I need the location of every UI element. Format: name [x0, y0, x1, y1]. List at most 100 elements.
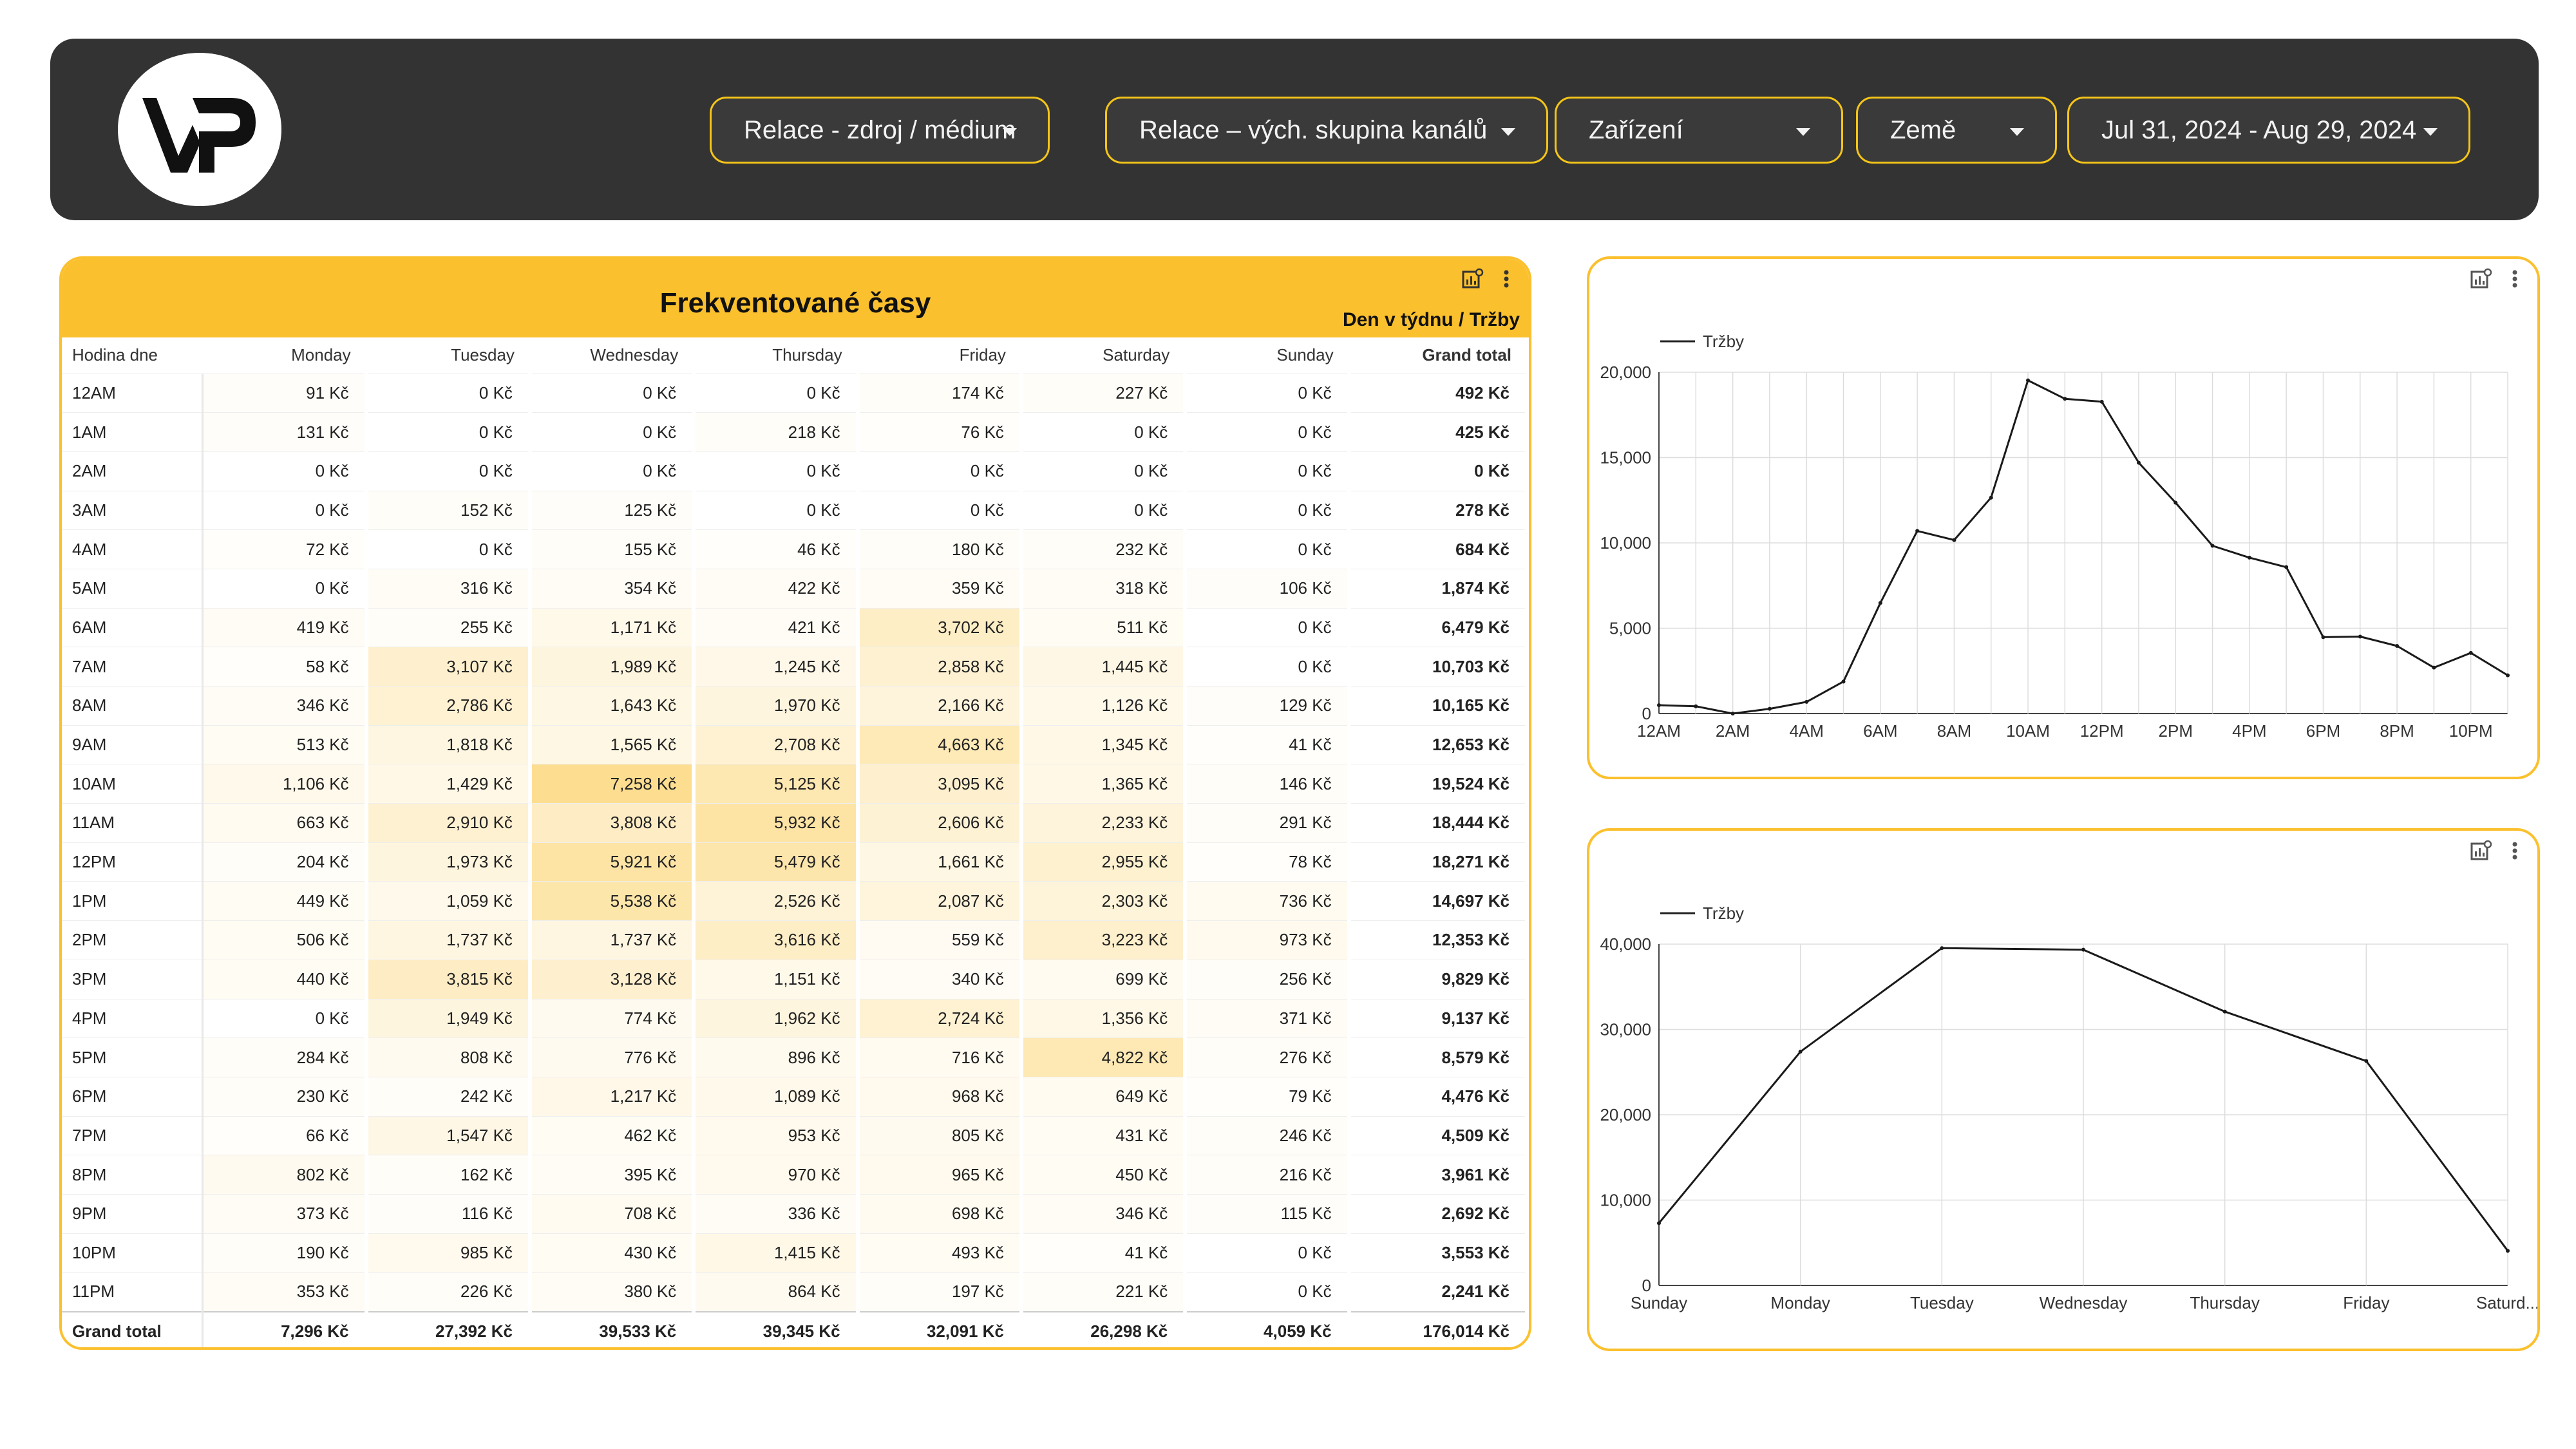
- data-point[interactable]: [2063, 397, 2067, 401]
- data-point[interactable]: [2247, 555, 2251, 560]
- column-header[interactable]: Thursday: [694, 337, 858, 374]
- column-header[interactable]: Monday: [202, 337, 366, 374]
- revenue-by-hour-chart: Tržby 0 5,000 10,000 15,000 20,000 12AM 2AM 4AM 6…: [1600, 332, 2510, 741]
- value-cell: 1,949 Kč: [366, 999, 532, 1039]
- data-point[interactable]: [2099, 399, 2104, 404]
- value-cell: 242 Kč: [366, 1077, 532, 1117]
- data-point[interactable]: [2026, 378, 2031, 383]
- column-header[interactable]: Sunday: [1185, 337, 1349, 374]
- y-tick-label: 0: [1642, 704, 1651, 723]
- chevron-down-icon: [1501, 128, 1515, 136]
- chevron-down-icon: [2010, 128, 2024, 136]
- value-cell: 1,970 Kč: [694, 686, 860, 726]
- hour-cell: 2AM: [62, 451, 204, 491]
- data-point[interactable]: [1841, 679, 1846, 684]
- hour-cell: 6AM: [62, 608, 204, 648]
- filter-country[interactable]: Země: [1856, 97, 2057, 164]
- data-point[interactable]: [1798, 1050, 1803, 1054]
- value-cell: 649 Kč: [1021, 1077, 1188, 1117]
- table-row: 4AM 72 Kč 0 Kč 155 Kč 46 Kč 180 Kč 232 Kč 0 Kč 6…: [62, 529, 1529, 569]
- data-point[interactable]: [1952, 538, 1956, 542]
- row-total-cell: 4,476 Kč: [1349, 1077, 1529, 1117]
- data-point[interactable]: [1657, 703, 1661, 707]
- explore-chart-icon[interactable]: [2470, 268, 2492, 290]
- filter-channel-group[interactable]: Relace – vých. skupina kanálů: [1105, 97, 1548, 164]
- data-point[interactable]: [2222, 1009, 2227, 1014]
- table-row: 4PM 0 Kč 1,949 Kč 774 Kč 1,962 Kč 2,724 Kč 1,3…: [62, 999, 1529, 1039]
- value-cell: 698 Kč: [857, 1194, 1023, 1234]
- value-cell: 450 Kč: [1021, 1155, 1188, 1195]
- data-point[interactable]: [2081, 947, 2085, 952]
- column-header[interactable]: Grand total: [1349, 337, 1527, 374]
- value-cell: 58 Kč: [202, 647, 368, 687]
- hour-cell: 11AM: [62, 803, 204, 843]
- data-point[interactable]: [2432, 665, 2436, 670]
- hour-cell: 9AM: [62, 725, 204, 765]
- data-point[interactable]: [1878, 601, 1882, 605]
- data-point[interactable]: [1730, 712, 1735, 715]
- column-header[interactable]: Tuesday: [366, 337, 530, 374]
- explore-chart-icon[interactable]: [2470, 840, 2492, 862]
- x-tick-label: Friday: [2343, 1293, 2389, 1312]
- data-point[interactable]: [2136, 460, 2141, 465]
- value-cell: 232 Kč: [1021, 529, 1188, 569]
- value-cell: 115 Kč: [1185, 1194, 1351, 1234]
- data-point[interactable]: [2174, 500, 2178, 505]
- hour-cell: 3AM: [62, 491, 204, 531]
- data-point[interactable]: [2210, 544, 2215, 548]
- data-point[interactable]: [1940, 946, 1944, 951]
- value-cell: 968 Kč: [857, 1077, 1023, 1117]
- data-point[interactable]: [2506, 1249, 2510, 1253]
- data-point[interactable]: [1694, 704, 1698, 708]
- hour-cell: 8PM: [62, 1155, 204, 1195]
- data-point[interactable]: [2358, 634, 2362, 639]
- vp-logo[interactable]: [118, 53, 281, 206]
- data-point[interactable]: [1989, 495, 1993, 500]
- date-range-picker[interactable]: Jul 31, 2024 - Aug 29, 2024: [2067, 97, 2470, 164]
- data-point[interactable]: [1767, 706, 1772, 711]
- row-total-cell: 12,353 Kč: [1349, 920, 1529, 960]
- hour-cell: 12AM: [62, 374, 204, 413]
- value-cell: 422 Kč: [694, 569, 860, 609]
- value-cell: 0 Kč: [694, 491, 860, 531]
- x-tick-label: 2PM: [2159, 721, 2193, 741]
- value-cell: 1,217 Kč: [529, 1077, 696, 1117]
- more-options-icon[interactable]: [2512, 840, 2518, 862]
- column-header[interactable]: Saturday: [1021, 337, 1186, 374]
- data-point[interactable]: [1915, 529, 1920, 533]
- value-cell: 5,125 Kč: [694, 764, 860, 804]
- hour-cell: 8AM: [62, 686, 204, 726]
- filter-device[interactable]: Zařízení: [1555, 97, 1843, 164]
- hour-cell: 4AM: [62, 529, 204, 569]
- revenue-by-hour-chart-panel: Tržby 0 5,000 10,000 15,000 20,000 12AM 2AM 4AM 6…: [1587, 256, 2540, 779]
- data-point[interactable]: [2468, 650, 2473, 655]
- column-header[interactable]: Wednesday: [529, 337, 694, 374]
- data-point[interactable]: [1804, 699, 1809, 704]
- table-row: 6PM 230 Kč 242 Kč 1,217 Kč 1,089 Kč 968 Kč 649…: [62, 1077, 1529, 1117]
- data-point[interactable]: [2321, 635, 2325, 639]
- data-point[interactable]: [2506, 673, 2510, 677]
- series-line[interactable]: [1658, 379, 2508, 715]
- value-cell: 421 Kč: [694, 608, 860, 648]
- more-options-icon[interactable]: [1503, 268, 1510, 290]
- hour-cell: 1AM: [62, 412, 204, 452]
- value-cell: 1,818 Kč: [366, 725, 532, 765]
- table-row: 9PM 373 Kč 116 Kč 708 Kč 336 Kč 698 Kč 346 Kč 1…: [62, 1194, 1529, 1234]
- column-header[interactable]: Friday: [857, 337, 1021, 374]
- data-point[interactable]: [1657, 1221, 1661, 1226]
- row-total-cell: 4,509 Kč: [1349, 1116, 1529, 1156]
- data-point[interactable]: [2284, 565, 2289, 569]
- value-cell: 0 Kč: [857, 491, 1023, 531]
- column-header[interactable]: Hodina dne: [62, 337, 203, 374]
- explore-chart-icon[interactable]: [1462, 268, 1484, 290]
- value-cell: 41 Kč: [1185, 725, 1351, 765]
- value-cell: 0 Kč: [694, 374, 860, 413]
- x-tick-label: 8PM: [2380, 721, 2414, 741]
- data-point[interactable]: [2364, 1059, 2369, 1063]
- more-options-icon[interactable]: [2512, 268, 2518, 290]
- value-cell: 2,166 Kč: [857, 686, 1023, 726]
- data-point[interactable]: [2395, 644, 2400, 649]
- filter-source-medium[interactable]: Relace - zdroj / médium: [710, 97, 1050, 164]
- value-cell: 1,565 Kč: [529, 725, 696, 765]
- value-cell: 3,808 Kč: [529, 803, 696, 843]
